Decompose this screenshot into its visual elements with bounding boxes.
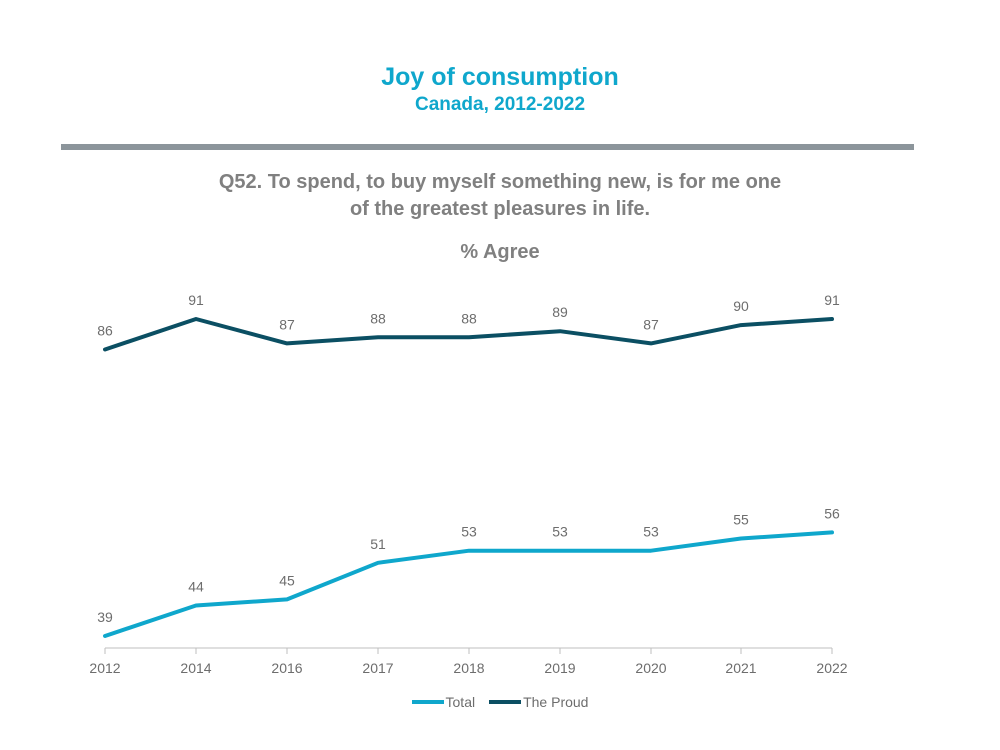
data-label-total: 45 <box>279 572 295 588</box>
data-label-the-proud: 91 <box>188 292 204 308</box>
data-label-total: 53 <box>461 524 477 540</box>
data-label-the-proud: 88 <box>461 310 477 326</box>
legend-label-the-proud: The Proud <box>523 694 589 710</box>
question-line-2: of the greatest pleasures in life. <box>349 198 651 220</box>
x-tick-label: 2014 <box>180 660 211 676</box>
legend: Total The Proud <box>0 694 1000 710</box>
legend-item-total[interactable]: Total <box>411 694 476 710</box>
data-label-the-proud: 86 <box>97 323 113 339</box>
data-label-total: 39 <box>97 609 113 625</box>
header-divider <box>61 144 914 150</box>
legend-item-the-proud[interactable]: The Proud <box>489 694 588 710</box>
series-line-the-proud[interactable] <box>103 317 834 352</box>
x-tick-label: 2016 <box>271 660 302 676</box>
data-label-the-proud: 90 <box>733 298 749 314</box>
legend-swatch-the-proud <box>489 700 522 704</box>
data-label-total: 55 <box>733 512 749 528</box>
x-tick-label: 2018 <box>453 660 484 676</box>
x-tick-label: 2012 <box>89 660 120 676</box>
question-text: Q52. To spend, to buy myself something n… <box>160 169 840 223</box>
x-tick-label: 2019 <box>544 660 575 676</box>
x-tick-label: 2017 <box>362 660 393 676</box>
data-label-the-proud: 88 <box>370 310 386 326</box>
data-label-total: 53 <box>552 524 568 540</box>
data-label-total: 44 <box>188 579 204 595</box>
legend-label-total: Total <box>445 694 476 710</box>
chart-title: Joy of consumption <box>381 63 619 91</box>
x-tick-label: 2022 <box>816 660 847 676</box>
series-line-total[interactable] <box>103 530 834 638</box>
measure-label: % Agree <box>460 241 540 263</box>
x-tick-label: 2021 <box>725 660 756 676</box>
x-tick-label: 2020 <box>635 660 666 676</box>
data-label-the-proud: 87 <box>643 316 659 332</box>
question-line-1: Q52. To spend, to buy myself something n… <box>218 171 782 193</box>
data-label-the-proud: 87 <box>279 316 295 332</box>
data-label-the-proud: 91 <box>824 292 840 308</box>
chart-subtitle: Canada, 2012-2022 <box>414 94 586 115</box>
data-label-the-proud: 89 <box>552 304 568 320</box>
legend-swatch-total <box>411 700 444 704</box>
data-label-total: 56 <box>824 505 840 521</box>
data-label-total: 51 <box>370 536 386 552</box>
data-label-total: 53 <box>643 524 659 540</box>
